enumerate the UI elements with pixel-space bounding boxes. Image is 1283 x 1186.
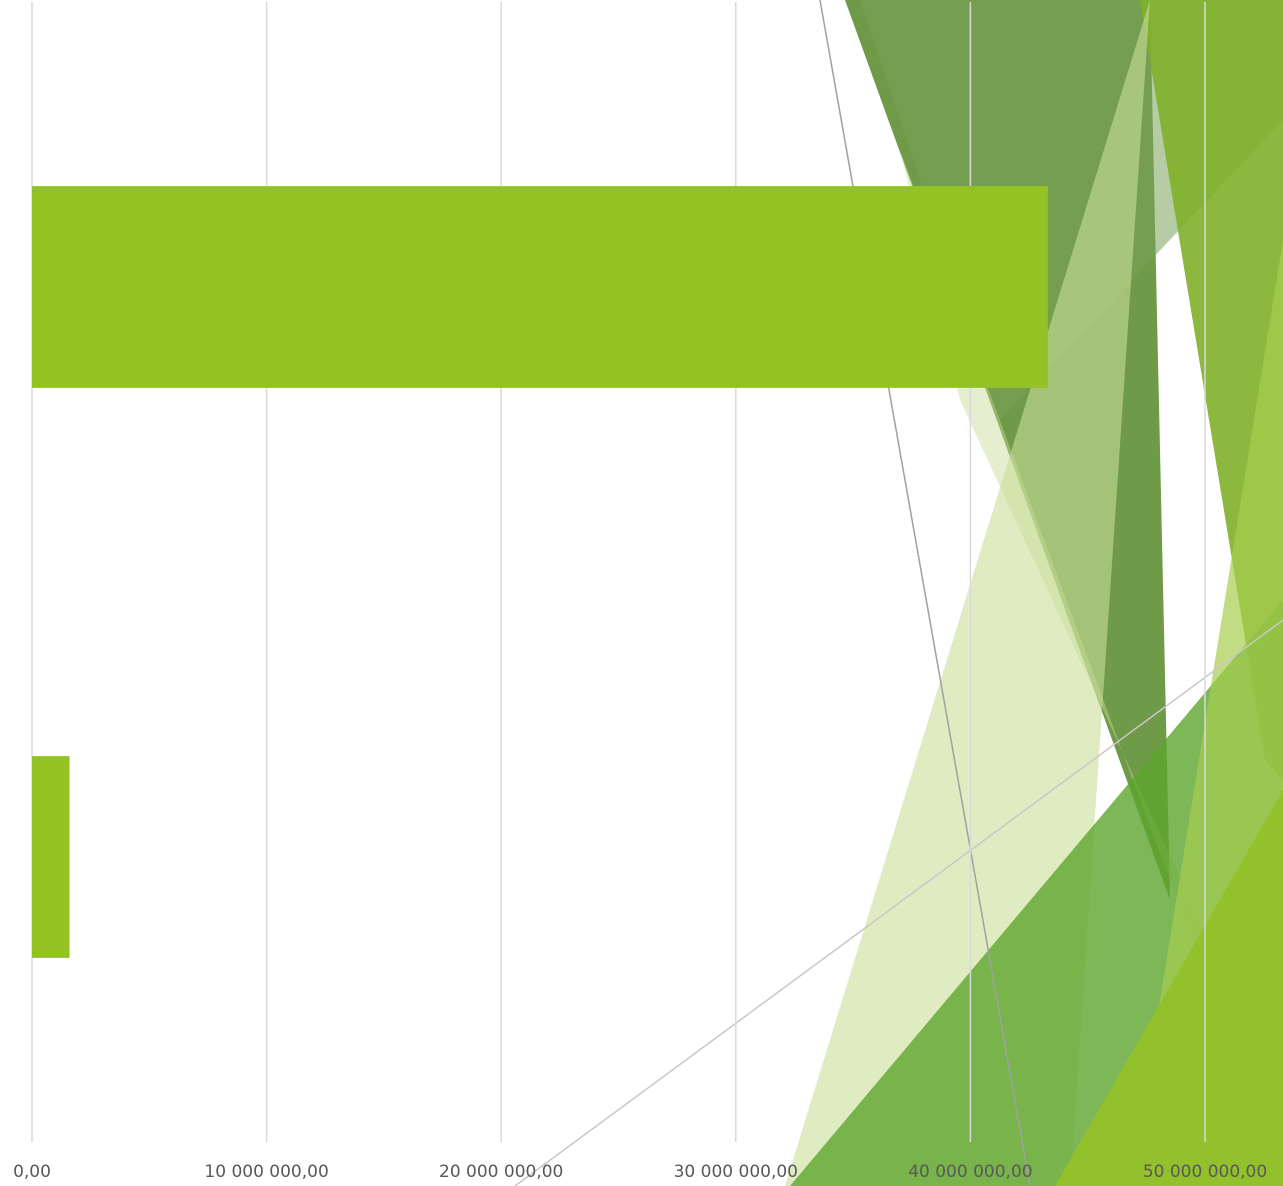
background-decoration [515, 0, 1283, 1186]
bar [32, 756, 70, 958]
x-tick-label: 30 000 000,00 [674, 1162, 798, 1182]
x-tick-label: 10 000 000,00 [204, 1162, 328, 1182]
chart: 0,00 10 000 000,00 20 000 000,00 30 000 000… [0, 0, 1283, 1186]
x-tick-label: 40 000 000,00 [908, 1162, 1032, 1182]
x-tick-label: 20 000 000,00 [439, 1162, 563, 1182]
x-tick-label: 50 000 000,00 [1143, 1162, 1267, 1182]
bar [32, 186, 1048, 388]
x-tick-label: 0,00 [13, 1162, 51, 1182]
